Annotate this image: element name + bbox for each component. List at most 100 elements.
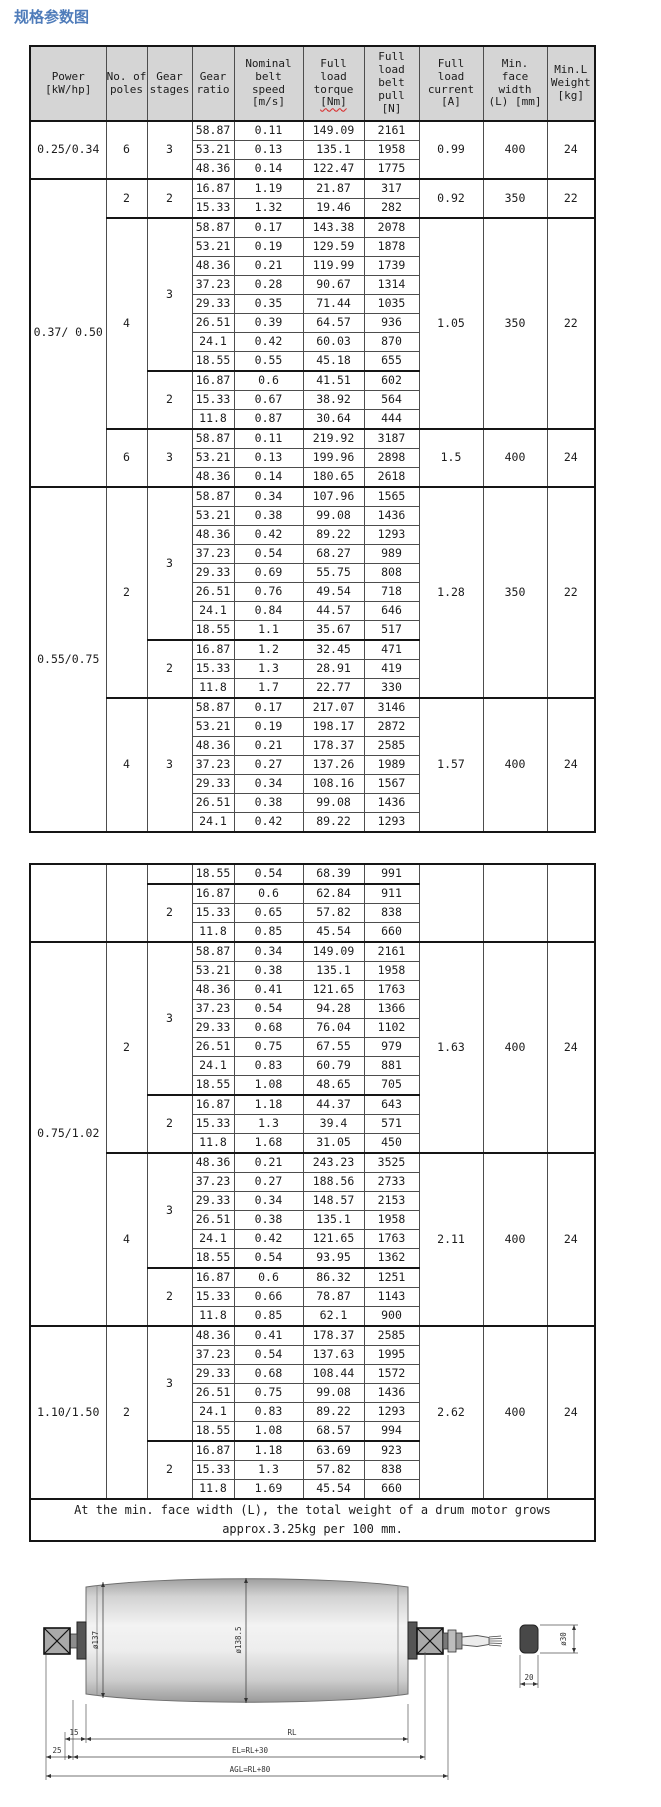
table-row: 48.36 0.21 119.99 1739 xyxy=(30,256,595,276)
table-row: 26.51 0.38 99.08 1436 xyxy=(30,793,595,813)
cell-speed: 0.54 xyxy=(233,1345,304,1365)
drum-dimension-drawing: ø137 ø138.5 ø30 20 15 RL xyxy=(43,1578,578,1780)
cell-ratio: 53.21 xyxy=(191,448,235,468)
cell-torque: 137.26 xyxy=(302,755,365,775)
cell-poles: 2 xyxy=(105,941,148,1154)
cell-ratio: 53.21 xyxy=(191,140,235,160)
cell-pull: 1293 xyxy=(363,812,420,833)
cell-pull: 936 xyxy=(363,313,420,333)
cell-ratio: 48.36 xyxy=(191,159,235,180)
cell-ratio: 15.33 xyxy=(191,659,235,679)
cell-ratio: 15.33 xyxy=(191,903,235,923)
cell-speed: 1.08 xyxy=(233,1075,304,1096)
cell-pull: 1035 xyxy=(363,294,420,314)
cell-torque: 99.08 xyxy=(302,506,365,526)
cell-weight: 24 xyxy=(546,941,596,1154)
cell-ratio: 48.36 xyxy=(191,525,235,545)
cell-torque: 143.38 xyxy=(302,217,365,238)
cell-speed: 0.75 xyxy=(233,1383,304,1403)
table-row: 4 3 48.36 0.21 243.23 3525 2.11 400 24 xyxy=(30,1152,596,1327)
col-header-pull: Full load belt pull [N] xyxy=(363,45,420,122)
cell-torque: 178.37 xyxy=(302,1325,365,1346)
cell-pull: 1567 xyxy=(363,774,420,794)
cell-pull: 881 xyxy=(363,1056,420,1076)
cell-stages: 3 xyxy=(146,428,193,488)
cell-ratio: 18.55 xyxy=(191,1248,235,1269)
cell-speed: 0.68 xyxy=(233,1018,304,1038)
dim-label-d138: ø138.5 xyxy=(234,1626,243,1653)
cell-ratio: 48.36 xyxy=(191,1152,235,1173)
cell-ratio: 37.23 xyxy=(191,1345,235,1365)
spec-table-2-container: 18.55 0.54 68.39 991 2 16.87 0.6 62.84 911 15.33 0… xyxy=(29,863,596,1542)
cell-ratio: 16.87 xyxy=(191,1440,235,1461)
cell-pull: 517 xyxy=(363,620,420,641)
cell-poles: 4 xyxy=(105,1152,148,1327)
shaft-cross-section xyxy=(519,1624,539,1654)
cell-speed: 1.2 xyxy=(233,639,304,660)
table-row: 15.33 0.65 57.82 838 xyxy=(30,903,595,923)
cell-ratio: 18.55 xyxy=(191,863,235,885)
cell-speed: 0.42 xyxy=(233,1229,304,1249)
col-header-poles: No. of poles xyxy=(105,45,148,122)
cell-pull: 282 xyxy=(363,198,420,219)
cell-speed: 0.83 xyxy=(233,1402,304,1422)
cell-torque: 78.87 xyxy=(302,1287,365,1307)
cell-current: 1.57 xyxy=(418,697,484,833)
cell-pull: 1995 xyxy=(363,1345,420,1365)
cell-weight: 22 xyxy=(546,178,596,219)
table-row: 11.8 1.69 45.54 660 xyxy=(30,1479,595,1500)
cell-ratio: 29.33 xyxy=(191,1018,235,1038)
cell-torque: 217.07 xyxy=(302,697,365,718)
col-header-speed: Nominal belt speed [m/s] xyxy=(233,45,304,122)
cell-ratio: 48.36 xyxy=(191,736,235,756)
cell-ratio: 53.21 xyxy=(191,506,235,526)
table-row: 26.51 0.76 49.54 718 xyxy=(30,582,595,602)
cell-ratio: 26.51 xyxy=(191,1037,235,1057)
cell-torque: 21.87 xyxy=(302,178,365,199)
col-header-face_width: Min. face width (L) [mm] xyxy=(482,45,548,122)
cell-stages: 3 xyxy=(146,1152,193,1269)
table-row: 26.51 0.38 135.1 1958 xyxy=(30,1210,595,1230)
cell-ratio: 26.51 xyxy=(191,1210,235,1230)
cell-torque: 89.22 xyxy=(302,812,365,833)
bottom-extension-lines xyxy=(45,1652,449,1780)
table-row: 24.1 0.83 89.22 1293 xyxy=(30,1402,595,1422)
cell-torque: 60.03 xyxy=(302,332,365,352)
cell-stages: 2 xyxy=(146,1267,193,1327)
cell-speed: 0.42 xyxy=(233,332,304,352)
cell-ratio: 16.87 xyxy=(191,1094,235,1115)
cell-torque: 148.57 xyxy=(302,1191,365,1211)
cell-torque: 49.54 xyxy=(302,582,365,602)
shaft-end-right xyxy=(416,1627,444,1655)
table-row: 1.10/1.50 2 3 48.36 0.41 178.37 2585 2.62 400 24 xyxy=(29,1325,596,1500)
cell-pull: 705 xyxy=(363,1075,420,1096)
footnote-row: At the min. face width (L), the total we… xyxy=(29,1498,596,1542)
cell-power: 0.25/0.34 xyxy=(29,120,107,180)
shaft-end-left xyxy=(43,1627,71,1655)
cell-torque: 178.37 xyxy=(302,736,365,756)
cell-ratio: 37.23 xyxy=(191,544,235,564)
cell-speed: 0.6 xyxy=(233,370,304,391)
cell-torque: 108.44 xyxy=(302,1364,365,1384)
cell-speed: 1.3 xyxy=(233,1114,304,1134)
cell-stages: 2 xyxy=(146,178,193,219)
cell-speed: 0.55 xyxy=(233,351,304,372)
cell-speed: 0.84 xyxy=(233,601,304,621)
cell-ratio: 29.33 xyxy=(191,774,235,794)
cell-speed: 0.68 xyxy=(233,1364,304,1384)
cell-torque: 199.96 xyxy=(302,448,365,468)
cell-poles: 4 xyxy=(105,217,148,430)
cell-pull: 444 xyxy=(363,409,420,430)
cell-speed: 0.17 xyxy=(233,697,304,718)
cell-speed: 0.19 xyxy=(233,717,304,737)
cell-stages: 2 xyxy=(146,639,193,699)
cell-pull: 838 xyxy=(363,903,420,923)
page-title: 规格参数图 xyxy=(14,8,90,26)
cell-torque: 62.84 xyxy=(302,883,365,904)
cell-pull: 2153 xyxy=(363,1191,420,1211)
cell-ratio: 53.21 xyxy=(191,237,235,257)
table-row: 15.33 0.66 78.87 1143 xyxy=(30,1287,595,1307)
col-header-torque: Full load torque [Nm] xyxy=(302,45,365,122)
table-row: 29.33 0.68 108.44 1572 xyxy=(30,1364,595,1384)
